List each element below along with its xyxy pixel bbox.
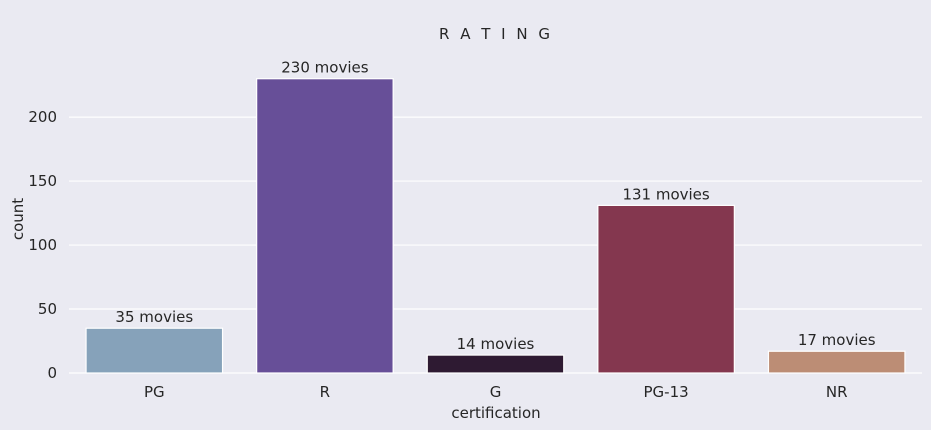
bar-nr [767,350,906,374]
plot-area [69,64,922,373]
x-axis-label: certification [451,404,540,422]
data-label-g: 14 movies [457,335,535,353]
data-label-pg: 35 movies [115,308,193,326]
x-tick-labels: PG R G PG-13 NR [144,383,848,401]
x-tick-label-pg-13: PG-13 [644,383,689,401]
data-label-pg-13: 131 movies [622,185,709,203]
y-tick-labels: 0 50 100 150 200 [28,108,57,382]
data-label-r: 230 movies [281,59,368,77]
bar-pg [85,327,224,374]
y-tick-label: 100 [28,236,57,254]
y-tick-label: 50 [38,300,57,318]
x-tick-label-r: R [320,383,330,401]
x-tick-label-nr: NR [826,383,848,401]
y-tick-label: 150 [28,172,57,190]
bar-r [256,78,394,374]
chart-title: R A T I N G [439,25,553,43]
bars [85,78,906,374]
y-axis-label: count [9,198,27,240]
x-tick-label-g: G [490,383,502,401]
data-label-nr: 17 movies [798,331,876,349]
y-tick-label: 200 [28,108,57,126]
bar-pg-13 [597,204,735,374]
x-tick-label-pg: PG [144,383,165,401]
bar-g [426,354,565,374]
y-tick-label: 0 [47,364,57,382]
data-labels: 35 movies 230 movies 14 movies 131 movies 17… [115,59,875,353]
